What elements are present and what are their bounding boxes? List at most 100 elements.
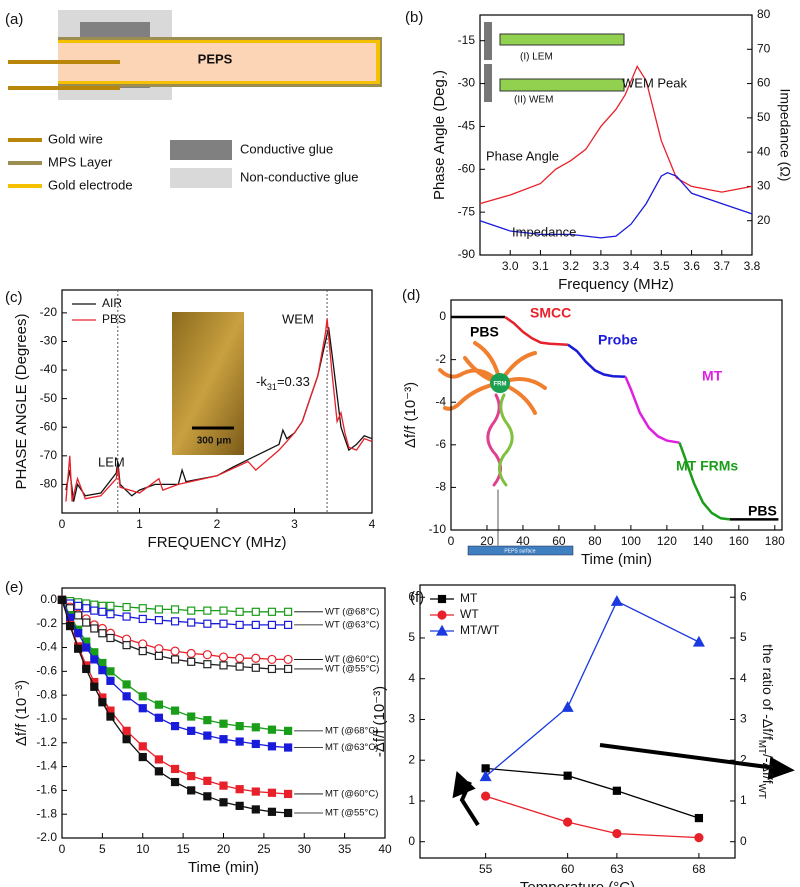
x-tick-label: 15 xyxy=(176,842,190,856)
y2-tick-label: 30 xyxy=(757,179,771,193)
series-label: PBS xyxy=(748,503,777,519)
annotation-part: 31 xyxy=(267,382,277,392)
y2-axis-label-part: MT xyxy=(756,740,767,754)
marker xyxy=(612,786,621,795)
marker xyxy=(106,610,115,619)
marker xyxy=(479,770,492,782)
y2-tick-label: 80 xyxy=(757,7,771,21)
marker xyxy=(82,618,91,627)
x-tick-label: 3.8 xyxy=(744,259,761,273)
y-tick-label: -4 xyxy=(435,394,446,408)
marker xyxy=(187,712,196,721)
panel-label: (f) xyxy=(410,589,424,606)
y-tick-label: -75 xyxy=(458,204,476,218)
marker xyxy=(219,719,228,728)
series-line xyxy=(624,376,680,444)
annotation: FRM xyxy=(494,382,507,388)
marker xyxy=(122,680,131,689)
series-label: MT (@60°C) xyxy=(325,788,378,799)
marker xyxy=(219,781,228,790)
marker xyxy=(154,605,163,614)
x-axis-label: Time (min) xyxy=(581,551,652,568)
x-tick-label: 3 xyxy=(291,517,298,531)
marker xyxy=(203,660,212,669)
y-tick-label: -70 xyxy=(40,448,58,462)
marker xyxy=(235,737,244,746)
legend-swatch xyxy=(170,168,232,188)
marker xyxy=(170,617,180,626)
legend-text: MPS Layer xyxy=(48,154,113,169)
arrows xyxy=(452,743,795,827)
marker xyxy=(106,676,115,685)
y2-axis-label: Impedance (Ω) xyxy=(777,89,793,182)
marker xyxy=(283,654,293,665)
y2-tick-label: 20 xyxy=(757,213,771,227)
y-tick-label: -20 xyxy=(40,305,58,319)
marker xyxy=(187,786,196,795)
marker xyxy=(284,743,293,752)
marker xyxy=(610,595,623,606)
y2-tick-label: 4 xyxy=(740,671,747,685)
marker xyxy=(138,614,147,624)
inset-cartoon xyxy=(438,341,574,556)
y-axis-label: Phase Angle (Deg.) xyxy=(431,70,448,200)
marker xyxy=(106,712,115,721)
series-label: MT (@68°C) xyxy=(325,725,378,736)
y-tick-label: 0 xyxy=(439,309,446,323)
marker xyxy=(154,616,163,625)
x-tick-label: 140 xyxy=(693,534,713,548)
y2-axis-label-part: the ratio of -Δf/f xyxy=(760,644,776,740)
marker xyxy=(203,731,212,740)
plot-frame xyxy=(450,299,783,531)
marker xyxy=(154,755,163,764)
annotation: -k31=0.33 xyxy=(256,374,310,392)
y2-axis-label: the ratio of -Δf/fMT/-Δf/fWT xyxy=(756,644,776,799)
series-label: Probe xyxy=(598,332,638,348)
marker xyxy=(122,735,131,744)
x-tick-label: 68 xyxy=(692,862,706,876)
x-tick-label: 55 xyxy=(479,862,493,876)
marker xyxy=(284,726,293,735)
series-line xyxy=(65,318,373,502)
marker xyxy=(170,764,180,774)
x-tick-label: 100 xyxy=(621,534,641,548)
marker xyxy=(219,661,228,670)
y-tick-label: -40 xyxy=(40,362,58,376)
series-label: SMCC xyxy=(530,305,571,321)
strand xyxy=(443,381,502,411)
marker xyxy=(122,612,131,621)
marker xyxy=(98,666,107,675)
marker xyxy=(122,641,131,650)
marker xyxy=(267,807,277,816)
marker xyxy=(98,698,107,707)
panel-label: (a) xyxy=(5,11,23,28)
marker xyxy=(251,620,260,630)
y-tick-label: -90 xyxy=(458,247,476,261)
inset xyxy=(484,22,625,102)
marker xyxy=(219,798,228,807)
marker xyxy=(90,624,99,633)
y-tick-label: -60 xyxy=(458,161,476,175)
marker xyxy=(219,735,228,744)
marker xyxy=(186,648,196,659)
series-line xyxy=(479,64,753,205)
y2-tick-label: 50 xyxy=(757,110,771,124)
marker xyxy=(138,646,147,656)
marker xyxy=(267,788,277,797)
marker xyxy=(65,621,75,631)
marker xyxy=(284,620,293,630)
marker xyxy=(170,605,180,614)
x-tick-label: 60 xyxy=(561,862,575,876)
x-tick-label: 3.7 xyxy=(713,259,730,273)
plot-frame xyxy=(419,584,736,859)
series-label: WT (@63°C) xyxy=(325,619,379,630)
y2-axis-label-part: /-Δf/f xyxy=(760,754,776,784)
marker xyxy=(122,602,131,612)
y-axis-label: PHASE ANGLE (Degrees) xyxy=(13,314,30,490)
x-tick-label: 80 xyxy=(588,534,602,548)
panel-label: (e) xyxy=(5,579,23,596)
marker xyxy=(138,692,147,701)
marker xyxy=(138,604,147,613)
marker xyxy=(203,606,212,615)
marker xyxy=(481,791,491,801)
